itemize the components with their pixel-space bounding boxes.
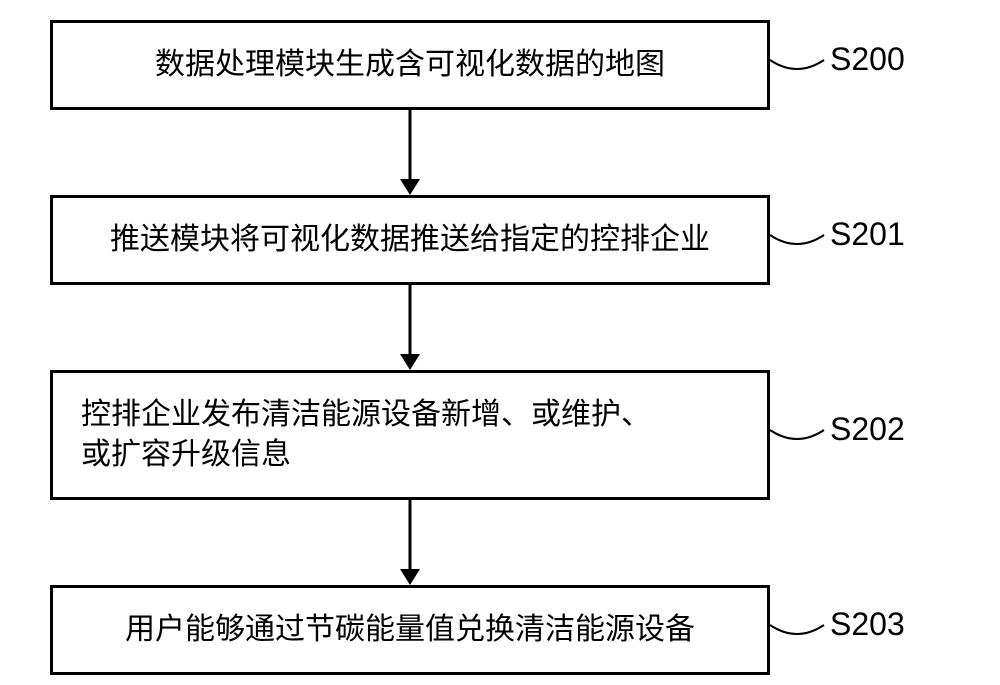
- flow-node-n1: 推送模块将可视化数据推送给指定的控排企业: [50, 195, 770, 285]
- flow-node-n0: 数据处理模块生成含可视化数据的地图: [50, 20, 770, 110]
- flow-node-n3: 用户能够通过节碳能量值兑换清洁能源设备: [50, 585, 770, 675]
- step-label-S200: S200: [830, 41, 905, 78]
- step-label-S201: S201: [830, 216, 905, 253]
- flow-node-text: 数据处理模块生成含可视化数据的地图: [155, 45, 665, 86]
- flow-node-n2: 控排企业发布清洁能源设备新增、或维护、 或扩容升级信息: [50, 370, 770, 500]
- flowchart-canvas: 数据处理模块生成含可视化数据的地图 S200 推送模块将可视化数据推送给指定的控排企…: [0, 0, 1000, 685]
- step-label-S202: S202: [830, 411, 905, 448]
- flow-node-text: 推送模块将可视化数据推送给指定的控排企业: [110, 220, 710, 261]
- flow-node-text: 用户能够通过节碳能量值兑换清洁能源设备: [125, 610, 695, 651]
- flow-node-text: 控排企业发布清洁能源设备新增、或维护、 或扩容升级信息: [81, 395, 651, 476]
- step-label-S203: S203: [830, 606, 905, 643]
